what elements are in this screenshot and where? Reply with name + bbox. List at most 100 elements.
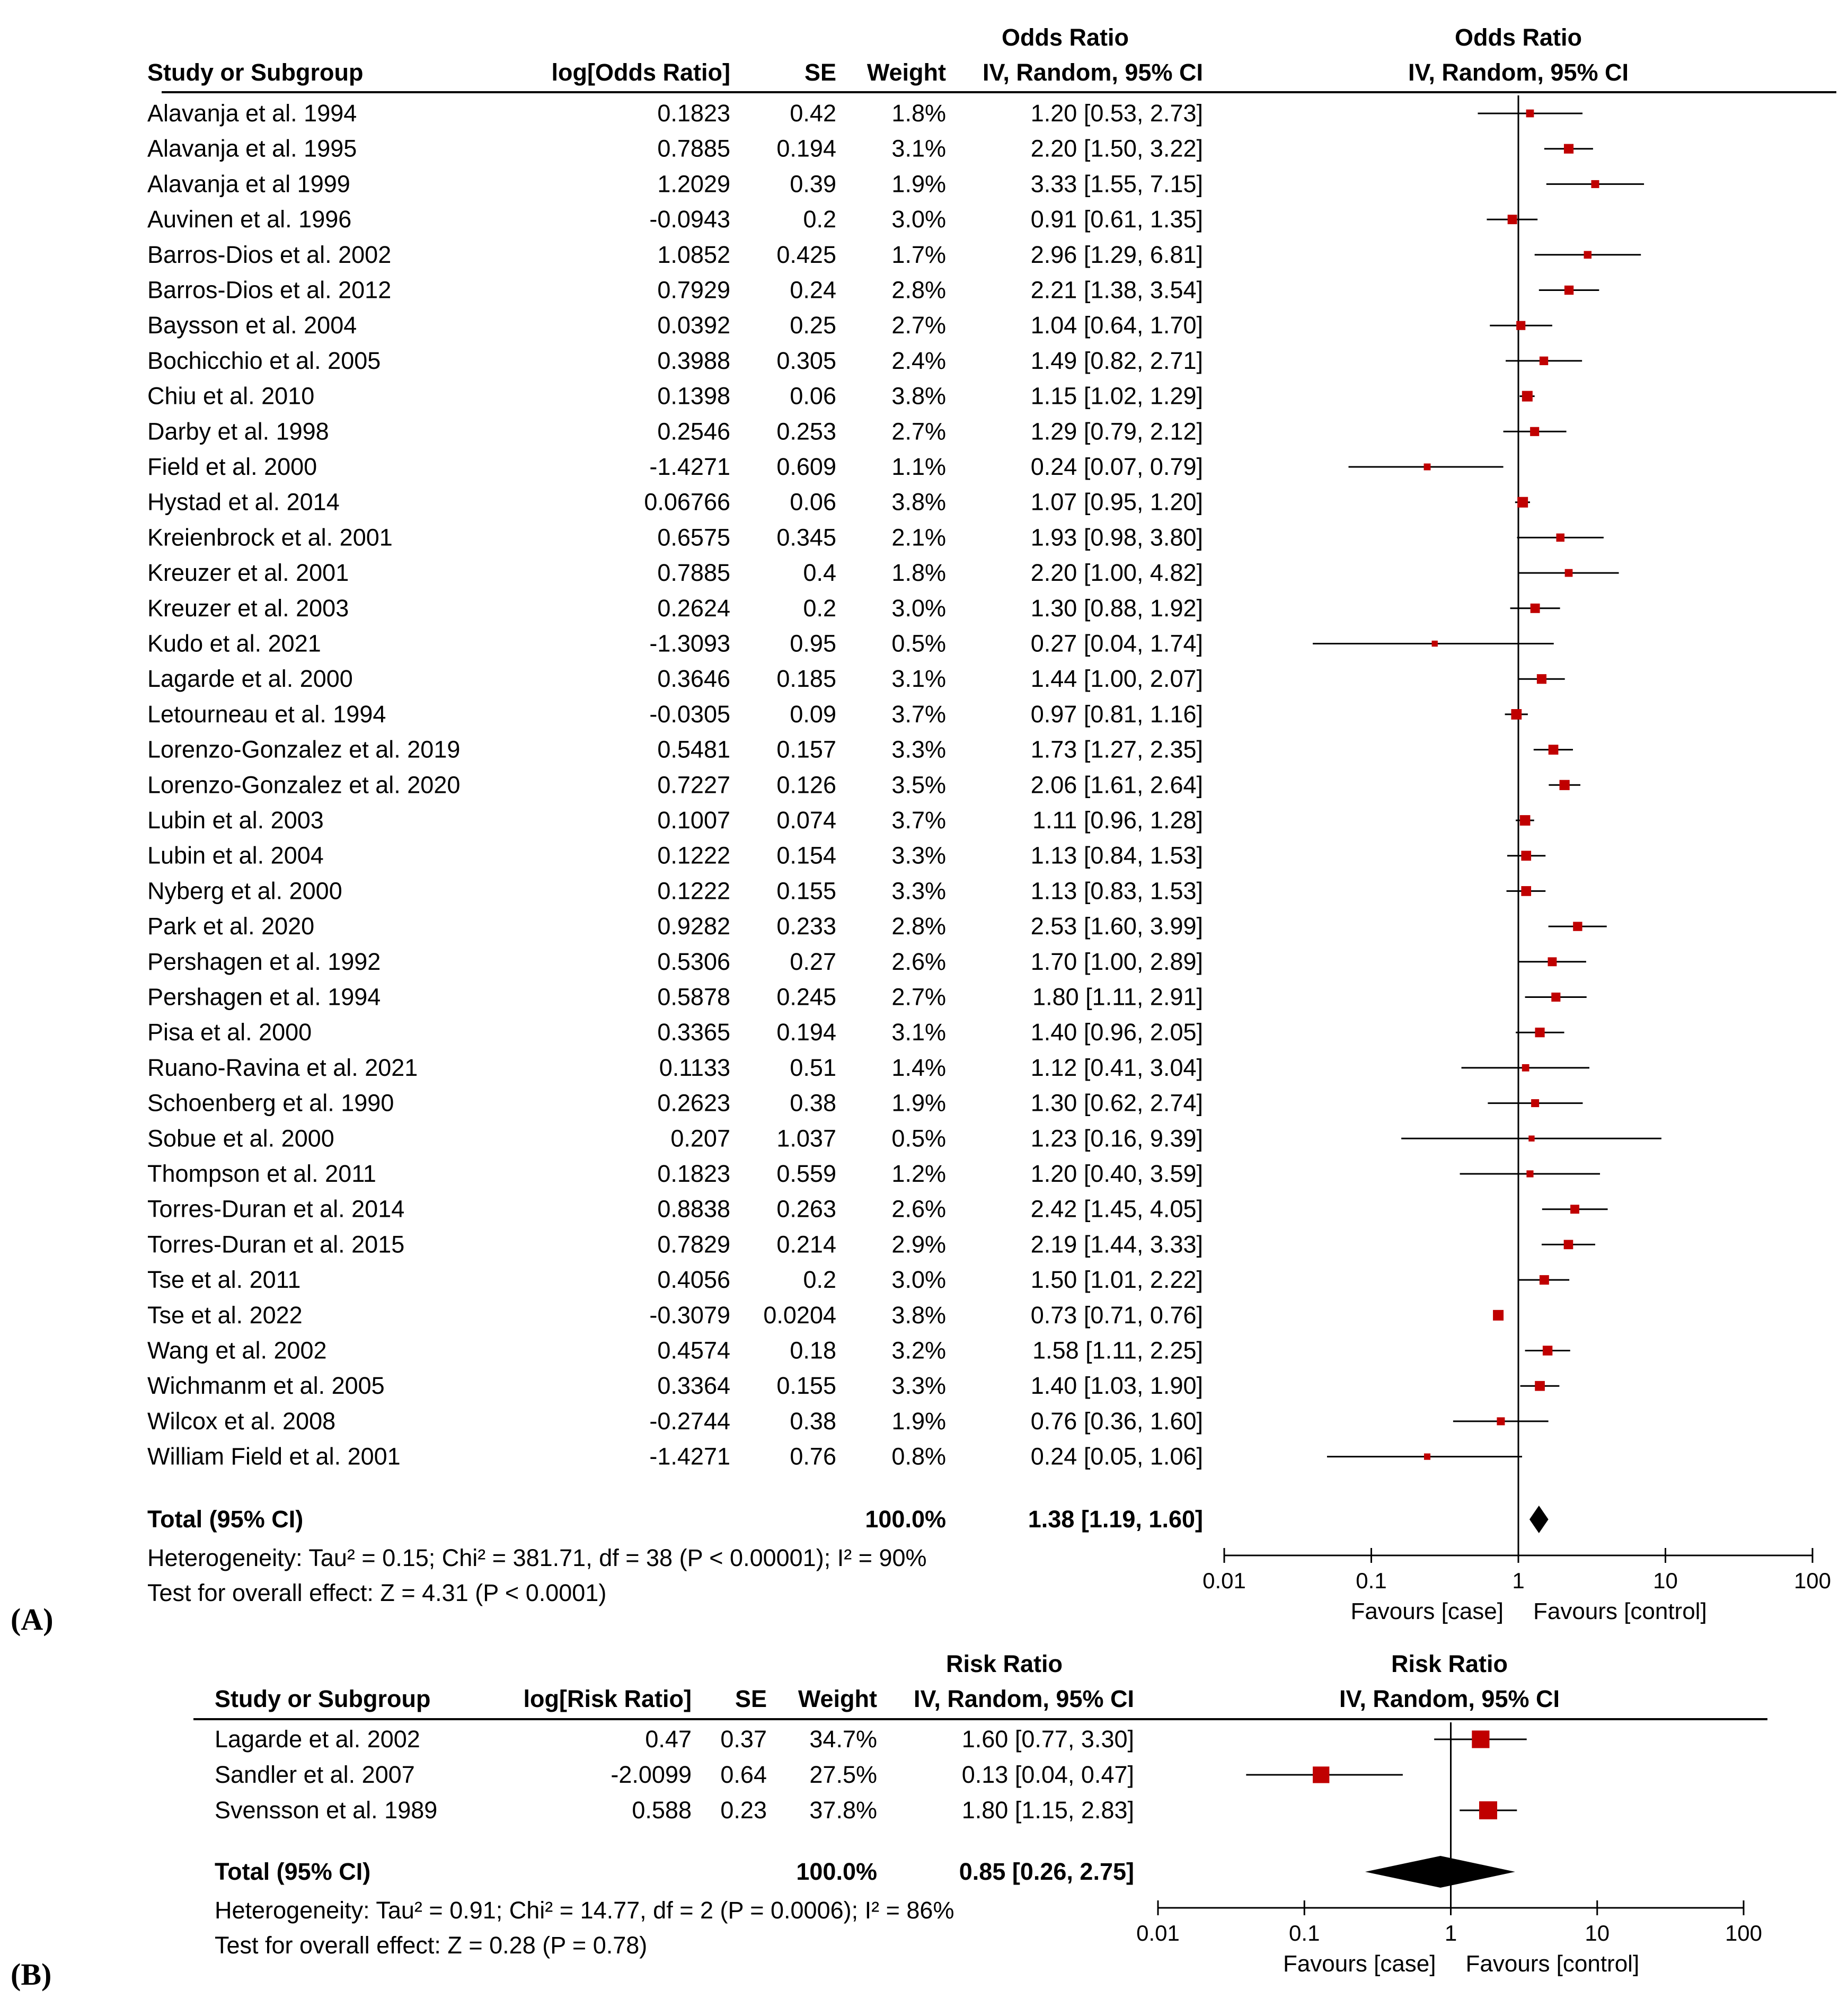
panel-b-heterogeneity: Heterogeneity: Tau² = 0.91; Chi² = 14.77… bbox=[215, 1897, 954, 1924]
study-name: Lubin et al. 2004 bbox=[147, 842, 324, 869]
ci-text: 2.20 [1.50, 3.22] bbox=[1031, 135, 1203, 162]
ci-text: 1.60 [0.77, 3.30] bbox=[962, 1726, 1134, 1753]
weight-value: 2.8% bbox=[891, 913, 946, 940]
weight-value: 3.1% bbox=[891, 1019, 946, 1046]
se-value: 0.155 bbox=[776, 1372, 836, 1399]
weight-value: 1.8% bbox=[891, 559, 946, 586]
ci-text: 0.27 [0.04, 1.74] bbox=[1031, 630, 1203, 657]
weight-value: 2.7% bbox=[891, 312, 946, 339]
point-estimate-marker bbox=[1526, 109, 1534, 118]
study-name: Lagarde et al. 2002 bbox=[215, 1726, 420, 1753]
ci-text: 1.15 [1.02, 1.29] bbox=[1031, 383, 1203, 410]
point-estimate-marker bbox=[1591, 180, 1599, 188]
weight-value: 3.3% bbox=[891, 842, 946, 869]
se-value: 0.194 bbox=[776, 135, 836, 162]
point-estimate-marker bbox=[1431, 640, 1438, 647]
weight-value: 1.4% bbox=[891, 1054, 946, 1081]
se-value: 0.37 bbox=[720, 1726, 767, 1753]
study-name: Torres-Duran et al. 2015 bbox=[147, 1231, 404, 1258]
x-tick-label: 1 bbox=[1445, 1921, 1457, 1945]
se-value: 0.64 bbox=[720, 1761, 767, 1788]
panel-b-ci-header-top: Risk Ratio bbox=[946, 1650, 1063, 1677]
se-value: 0.2 bbox=[803, 1266, 836, 1293]
ci-text: 2.06 [1.61, 2.64] bbox=[1031, 771, 1203, 798]
log-effect-value: 0.1133 bbox=[659, 1054, 730, 1081]
ci-text: 1.80 [1.11, 2.91] bbox=[1032, 984, 1203, 1011]
ci-text: 2.96 [1.29, 6.81] bbox=[1031, 241, 1203, 268]
log-effect-value: 0.2546 bbox=[657, 418, 730, 445]
study-name: Torres-Duran et al. 2014 bbox=[147, 1196, 404, 1223]
ci-text: 1.23 [0.16, 9.39] bbox=[1031, 1125, 1203, 1152]
panel-a-rows: Alavanja et al. 1994 0.1823 0.42 1.8% 1.20 [… bbox=[147, 100, 1203, 1470]
se-value: 0.27 bbox=[790, 948, 836, 975]
se-value: 0.18 bbox=[790, 1337, 836, 1364]
point-estimate-marker bbox=[1522, 391, 1533, 402]
log-effect-value: -0.3079 bbox=[649, 1302, 730, 1329]
point-estimate-marker bbox=[1559, 780, 1570, 790]
ci-text: 1.20 [0.53, 2.73] bbox=[1031, 100, 1203, 127]
point-estimate-marker bbox=[1511, 709, 1522, 720]
se-value: 0.425 bbox=[776, 241, 836, 268]
x-tick-label: 0.1 bbox=[1289, 1921, 1320, 1945]
weight-value: 1.9% bbox=[891, 1408, 946, 1435]
log-effect-value: 0.1222 bbox=[657, 877, 730, 904]
study-name: Baysson et al. 2004 bbox=[147, 312, 357, 339]
weight-value: 2.9% bbox=[891, 1231, 946, 1258]
study-name: Kreuzer et al. 2003 bbox=[147, 595, 349, 622]
ci-text: 0.24 [0.05, 1.06] bbox=[1031, 1443, 1203, 1470]
study-name: Lagarde et al. 2000 bbox=[147, 665, 353, 692]
weight-value: 37.8% bbox=[809, 1797, 877, 1824]
log-effect-value: 1.2029 bbox=[657, 170, 730, 197]
ci-text: 1.13 [0.84, 1.53] bbox=[1031, 842, 1203, 869]
point-estimate-marker bbox=[1507, 215, 1517, 225]
panel-b-plot-header-bottom: IV, Random, 95% CI bbox=[1339, 1685, 1560, 1712]
ci-text: 1.49 [0.82, 2.71] bbox=[1031, 347, 1203, 374]
x-tick-label: 0.01 bbox=[1202, 1568, 1246, 1593]
panel-a-ci-header-bottom: IV, Random, 95% CI bbox=[983, 59, 1203, 86]
point-estimate-marker bbox=[1516, 321, 1526, 330]
ci-text: 0.73 [0.71, 0.76] bbox=[1031, 1302, 1203, 1329]
se-value: 1.037 bbox=[776, 1125, 836, 1152]
ci-text: 1.20 [0.40, 3.59] bbox=[1031, 1160, 1203, 1187]
ci-text: 2.21 [1.38, 3.54] bbox=[1031, 277, 1203, 304]
se-value: 0.42 bbox=[790, 100, 836, 127]
panel-b-weight-header: Weight bbox=[798, 1685, 877, 1712]
point-estimate-marker bbox=[1522, 1064, 1529, 1072]
study-name: Letourneau et al. 1994 bbox=[147, 701, 386, 728]
log-effect-value: 0.1823 bbox=[657, 1160, 730, 1187]
se-value: 0.2 bbox=[803, 595, 836, 622]
point-estimate-marker bbox=[1535, 1028, 1545, 1038]
study-name: Barros-Dios et al. 2002 bbox=[147, 241, 391, 268]
se-value: 0.0204 bbox=[763, 1302, 836, 1329]
point-estimate-marker bbox=[1584, 251, 1592, 259]
log-effect-value: 0.9282 bbox=[657, 913, 730, 940]
weight-value: 1.2% bbox=[891, 1160, 946, 1187]
x-tick-label: 10 bbox=[1653, 1568, 1678, 1593]
ci-text: 1.40 [1.03, 1.90] bbox=[1031, 1372, 1203, 1399]
se-value: 0.95 bbox=[790, 630, 836, 657]
study-name: Park et al. 2020 bbox=[147, 913, 314, 940]
se-value: 0.38 bbox=[790, 1408, 836, 1435]
weight-value: 3.7% bbox=[891, 701, 946, 728]
log-effect-value: 0.4056 bbox=[657, 1266, 730, 1293]
log-effect-value: 1.0852 bbox=[657, 241, 730, 268]
log-effect-value: 0.5306 bbox=[657, 948, 730, 975]
pooled-diamond bbox=[1365, 1856, 1515, 1888]
x-tick-label: 0.1 bbox=[1356, 1568, 1386, 1593]
study-name: Schoenberg et al. 1990 bbox=[147, 1090, 394, 1117]
ci-text: 2.53 [1.60, 3.99] bbox=[1031, 913, 1203, 940]
study-name: Wichmanm et al. 2005 bbox=[147, 1372, 385, 1399]
panel-a-plot: 0.01 0.1 1 10 100 Favours [case] Favours [cont… bbox=[1202, 95, 1831, 1624]
study-name: Thompson et al. 2011 bbox=[147, 1160, 376, 1187]
ci-text: 1.11 [0.96, 1.28] bbox=[1032, 807, 1203, 834]
ci-text: 1.40 [0.96, 2.05] bbox=[1031, 1019, 1203, 1046]
study-name: Alavanja et al 1999 bbox=[147, 170, 350, 197]
ci-text: 1.50 [1.01, 2.22] bbox=[1031, 1266, 1203, 1293]
panel-a-total-label: Total (95% CI) bbox=[147, 1506, 303, 1533]
study-name: Pershagen et al. 1994 bbox=[147, 984, 381, 1011]
se-value: 0.609 bbox=[776, 453, 836, 480]
se-value: 0.51 bbox=[790, 1054, 836, 1081]
study-name: Chiu et al. 2010 bbox=[147, 383, 314, 410]
weight-value: 3.0% bbox=[891, 1266, 946, 1293]
weight-value: 2.7% bbox=[891, 418, 946, 445]
